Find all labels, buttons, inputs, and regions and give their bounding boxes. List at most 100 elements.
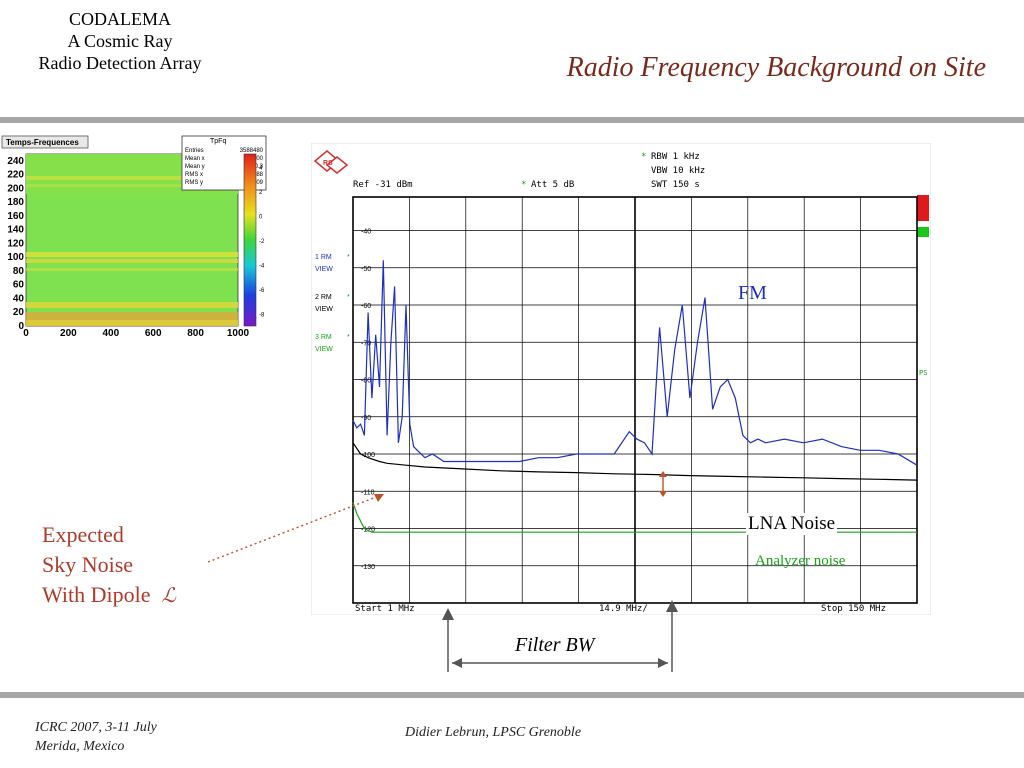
top-divider <box>0 117 1024 123</box>
spectrogram-title: Temps-Frequences <box>6 138 79 147</box>
colorbar-tick: -6 <box>259 288 265 294</box>
center-readout: 14.9 MHz/ <box>599 604 648 614</box>
colorbar-tick: 2 <box>259 190 263 196</box>
filter-bw-span-right-head <box>658 658 668 668</box>
fm-label: FM <box>738 282 767 304</box>
stats-value: 3588480 <box>240 148 264 154</box>
trace-marker: * <box>347 294 350 301</box>
rbw-readout: RBW 1 kHz <box>651 152 700 162</box>
trace-mode: VIEW <box>315 306 333 313</box>
spectrogram-x-tick: 800 <box>187 328 204 339</box>
filter-bw-right-head <box>666 600 678 612</box>
spectrogram-y-tick: 0 <box>18 321 24 332</box>
expected-line-2: Sky Noise <box>42 552 134 577</box>
gap-arrow-top <box>659 471 667 477</box>
analyzer-noise-label: Analyzer noise <box>755 553 846 569</box>
att-readout: Att 5 dB <box>531 180 574 190</box>
spectrogram-y-tick: 40 <box>13 293 25 304</box>
stats-value: 288 <box>253 172 264 178</box>
analyzer-y-tick: -130 <box>361 564 375 571</box>
spectrogram-y-tick: 160 <box>7 211 24 222</box>
trigger-indicator <box>917 195 929 221</box>
stats-label: Mean x <box>185 156 205 162</box>
trace-id: 3 RM <box>315 334 332 341</box>
colorbar-tick: -2 <box>259 239 265 245</box>
stats-label: RMS y <box>185 180 203 186</box>
expected-sky-noise-label: Expected Sky Noise With Dipole ℒ <box>42 520 176 611</box>
right-marker: PS <box>919 369 927 377</box>
start-readout: Start 1 MHz <box>355 604 415 614</box>
spectrogram-x-tick: 200 <box>60 328 77 339</box>
spectrogram-x-tick: 600 <box>145 328 162 339</box>
colorbar-tick: 4 <box>259 165 263 171</box>
analyzer-y-tick: -40 <box>361 229 371 236</box>
spectrogram-y-tick: 200 <box>7 183 24 194</box>
stats-value: 500 <box>253 156 264 162</box>
spectrogram-y-tick: 20 <box>13 307 25 318</box>
expected-noise-pointer-head <box>374 494 384 502</box>
analyzer-y-tick: -70 <box>361 340 371 347</box>
spectrogram-x-tick: 0 <box>23 328 29 339</box>
project-line-2: A Cosmic Ray <box>67 31 173 51</box>
expected-noise-pointer <box>207 493 385 563</box>
swt-readout: SWT 150 s <box>651 180 700 190</box>
att-marker: * <box>521 180 526 190</box>
spectrogram-y-tick: 120 <box>7 238 24 249</box>
expected-line-3: With Dipole ℒ <box>42 580 176 611</box>
slide-title: Radio Frequency Background on Site <box>566 52 986 83</box>
analyzer-grid <box>352 196 918 604</box>
trace-line <box>352 442 918 481</box>
analyzer-y-tick: -50 <box>361 266 371 273</box>
spectrogram-y-tick: 80 <box>13 266 25 277</box>
author: Didier Lebrun, LPSC Grenoble <box>405 725 582 740</box>
filter-bw-left-head <box>442 608 454 620</box>
expected-line-3-text: With Dipole <box>42 582 151 607</box>
trace-marker: * <box>347 334 350 341</box>
trace-line <box>352 260 918 466</box>
analyzer-y-tick: -90 <box>361 415 371 422</box>
colorbar-tick: -4 <box>259 264 265 270</box>
spectrogram-plot: Temps-Frequences TpFq Entries 3588480 Mean… <box>0 132 268 340</box>
trace-mode: VIEW <box>315 266 333 273</box>
spectrogram-x-tick: 400 <box>102 328 119 339</box>
stop-readout: Stop 150 MHz <box>821 604 886 614</box>
dipole-symbol: ℒ <box>161 585 176 607</box>
project-line-3: Radio Detection Array <box>38 53 202 73</box>
gap-arrow-bottom <box>659 491 667 497</box>
rs-logo-text: RS <box>323 160 333 167</box>
lna-noise-label: LNA Noise <box>746 513 838 535</box>
colorbar <box>243 153 257 327</box>
colorbar-tick: -8 <box>259 313 265 319</box>
analyzer-y-tick: -110 <box>361 489 375 496</box>
conference-info: ICRC 2007, 3-11 July Merida, Mexico <box>35 718 157 756</box>
spectrogram-y-tick: 180 <box>7 197 24 208</box>
ref-readout: Ref -31 dBm <box>353 180 413 190</box>
stats-label: Mean y <box>185 164 205 170</box>
analyzer-y-tick: -100 <box>361 452 375 459</box>
spectrogram-y-tick: 240 <box>7 156 24 167</box>
spectrogram-x-tick: 1000 <box>227 328 250 339</box>
project-title: CODALEMA A Cosmic Ray Radio Detection Ar… <box>0 8 240 74</box>
spectrogram-title-box <box>1 135 89 149</box>
trace-mode: VIEW <box>315 346 333 353</box>
level-indicator <box>917 227 929 237</box>
trace-id: 2 RM <box>315 294 332 301</box>
conference-line-1: ICRC 2007, 3-11 July <box>35 720 157 735</box>
spectrum-analyzer-screen: RS * RBW 1 kHz VBW 10 kHz SWT 150 s Ref … <box>311 143 931 615</box>
analyzer-y-tick: -60 <box>361 303 371 310</box>
stats-label: Entries <box>185 148 204 154</box>
spectrogram-y-tick: 100 <box>7 252 24 263</box>
vbw-readout: VBW 10 kHz <box>651 166 705 176</box>
trace-marker: * <box>347 254 350 261</box>
filter-bw-span-left-head <box>452 658 462 668</box>
spectrogram-x-ticks: 0 200 400 600 800 1000 <box>23 328 249 339</box>
spectrogram-y-tick: 220 <box>7 170 24 181</box>
trace-labels: 1 RM * VIEW 2 RM * VIEW 3 RM * VIEW <box>315 254 350 353</box>
stats-title: TpFq <box>210 138 226 145</box>
spectrogram-y-tick: 60 <box>13 280 25 291</box>
colorbar-tick: 0 <box>259 214 263 220</box>
spectrogram-y-tick: 140 <box>7 225 24 236</box>
stats-label: RMS x <box>185 172 203 178</box>
